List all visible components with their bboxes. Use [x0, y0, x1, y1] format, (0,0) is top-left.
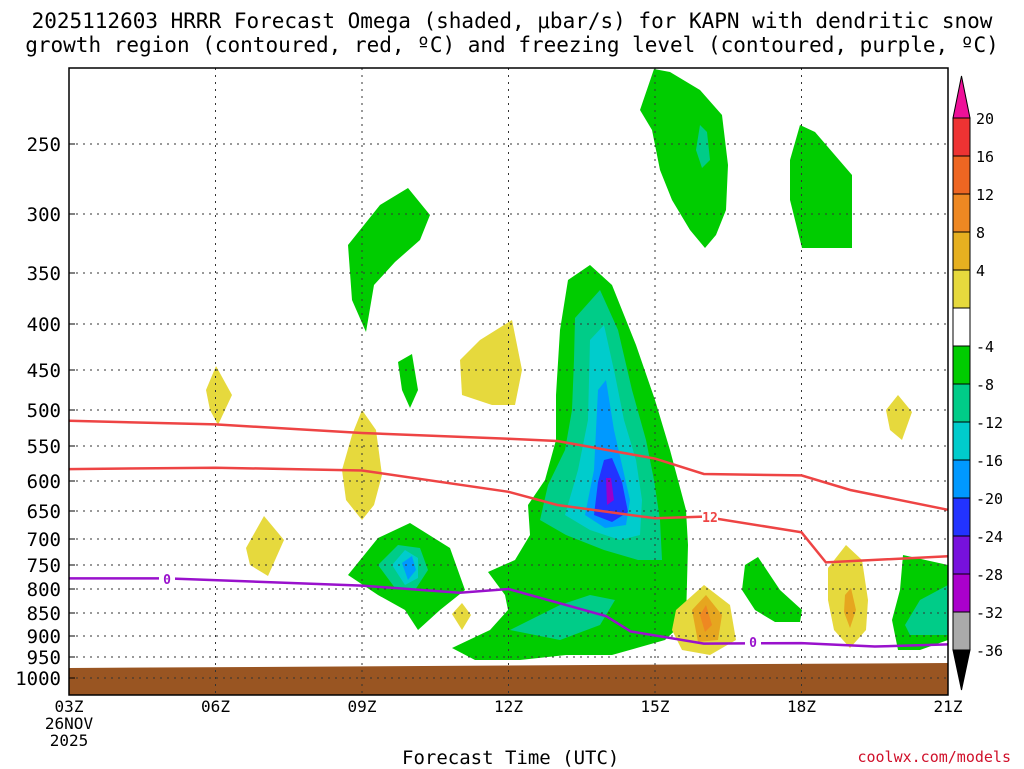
colorbar-band: [952, 117, 971, 157]
omega-green-small: [398, 354, 418, 408]
plot-frame: [68, 67, 949, 696]
omega-green-top: [640, 69, 728, 248]
y-tick-label: 300: [27, 204, 61, 226]
omega-tealgreen-top: [696, 125, 710, 168]
chart-title-line1: 2025112603 HRRR Forecast Omega (shaded, …: [31, 9, 993, 33]
colorbar-label: 4: [976, 262, 985, 280]
chart-title-line2: growth region (contoured, red, ºC) and f…: [25, 33, 999, 57]
x-tick-label-start: 26NOV: [45, 714, 94, 733]
colorbar-band: [952, 383, 971, 423]
y-tick-label: 350: [27, 263, 61, 285]
colorbar-band: [952, 421, 971, 461]
colorbar: 20 16 12 8 4 -4 -8 -12 -16 -20 -24 -28 -32 -36: [952, 75, 1003, 691]
colorbar-label: -12: [976, 414, 1003, 432]
colorbar-band: [952, 155, 971, 195]
omega-yellow-3: [206, 366, 232, 425]
y-tick-label: 1000: [15, 668, 61, 690]
omega-tealgreen-low: [510, 595, 615, 640]
omega-yellow-1: [460, 320, 522, 405]
omega-tealgreen-farright: [905, 585, 948, 635]
contour-label-zero-left-bg: [159, 570, 175, 586]
colorbar-label: -28: [976, 566, 1003, 584]
omega-yellow-5: [452, 603, 471, 630]
x-tick-label-start: 03Z: [55, 697, 84, 716]
temperature-contours: 12 0 0: [68, 419, 949, 651]
omega-green-mid: [348, 188, 430, 332]
contour-label-minus12: 12: [702, 511, 718, 526]
omega-yellow-4: [246, 516, 284, 576]
y-tick-label: 600: [27, 471, 61, 493]
y-tick-label: 650: [27, 501, 61, 523]
colorbar-band: [952, 307, 971, 347]
omega-lightblue-low2: [402, 556, 416, 580]
colorbar-label: -36: [976, 642, 1003, 660]
colorbar-band: [952, 497, 971, 537]
y-tick-label: 550: [27, 436, 61, 458]
omega-orangeyellow-7: [844, 588, 856, 628]
colorbar-label: 20: [976, 110, 994, 128]
omega-green-topright: [790, 125, 852, 248]
colorbar-band: [952, 573, 971, 613]
y-tick-label: 500: [27, 400, 61, 422]
colorbar-label: 16: [976, 148, 994, 166]
x-tick-label-start: 2025: [50, 731, 89, 750]
colorbar-label: -32: [976, 604, 1003, 622]
colorbar-bottom-arrow: [952, 649, 971, 691]
colorbar-band: [952, 193, 971, 233]
colorbar-label: -4: [976, 338, 994, 356]
y-tick-label: 700: [27, 529, 61, 551]
contour-label-zero-right-bg: [745, 633, 761, 649]
colorbar-label: -24: [976, 528, 1003, 546]
y-tick-label: 800: [27, 579, 61, 601]
omega-purple-core: [606, 478, 614, 505]
colorbar-label: -16: [976, 452, 1003, 470]
colorbar-band: [952, 611, 971, 651]
x-tick-label: 21Z: [934, 697, 963, 716]
colorbar-label: 8: [976, 224, 985, 242]
contour-label-minus12-bg: [702, 508, 718, 524]
colorbar-band: [952, 345, 971, 385]
x-tick-label: 12Z: [494, 697, 523, 716]
y-tick-label: 850: [27, 603, 61, 625]
y-tick-label: 250: [27, 134, 61, 156]
colorbar-band: [952, 535, 971, 575]
contour-line-minus12: [68, 466, 949, 564]
colorbar-band: [952, 231, 971, 271]
omega-yellow-2: [342, 410, 382, 520]
contour-line-0: [69, 577, 949, 648]
contour-line-minus10: [68, 419, 949, 512]
y-tick-label: 400: [27, 314, 61, 336]
credit-text: coolwx.com/models: [857, 748, 1011, 766]
omega-green-right: [742, 557, 802, 622]
y-tick-label: 900: [27, 626, 61, 648]
colorbar-band: [952, 459, 971, 499]
contour-label-zero-right: 0: [749, 636, 757, 651]
colorbar-label: -20: [976, 490, 1003, 508]
x-tick-label: 18Z: [787, 697, 816, 716]
omega-yellow-8: [886, 395, 912, 440]
contour-label-zero-left: 0: [163, 573, 171, 588]
y-tick-label: 450: [27, 360, 61, 382]
x-axis-title: Forecast Time (UTC): [402, 747, 620, 769]
colorbar-band: [952, 269, 971, 309]
colorbar-label: -8: [976, 376, 994, 394]
colorbar-label: 12: [976, 186, 994, 204]
y-tick-label: 950: [27, 647, 61, 669]
y-tick-label: 750: [27, 555, 61, 577]
x-tick-label: 09Z: [348, 697, 377, 716]
omega-orange-6: [700, 605, 712, 632]
x-tick-label: 15Z: [641, 697, 670, 716]
x-tick-label: 06Z: [201, 697, 230, 716]
colorbar-top-arrow: [952, 75, 971, 119]
axes: 2503003504004505005506006507007508008509…: [15, 67, 963, 750]
